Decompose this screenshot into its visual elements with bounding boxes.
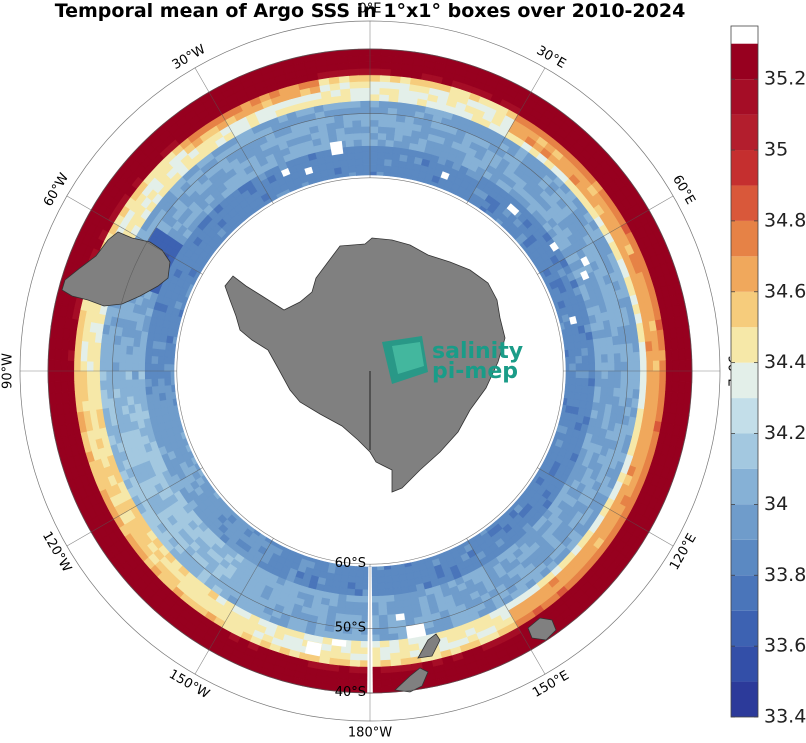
- colorbar-tick-label: 34.8: [764, 209, 806, 231]
- colorbar-tick-label: 34.2: [764, 422, 806, 444]
- colorbar-tick-label: 34.6: [764, 280, 806, 302]
- colorbar-tick-label: 33.4: [764, 706, 806, 728]
- colorbar-bin: [731, 575, 758, 611]
- colorbar-bin: [731, 468, 758, 505]
- colorbar-bin: [731, 433, 758, 469]
- colorbar-bin: [731, 114, 758, 151]
- colorbar-tick-label: 34: [764, 493, 788, 515]
- colorbar-bin: [731, 256, 758, 292]
- colorbar-tick-label: 35.2: [764, 68, 806, 90]
- colorbar-tick-label: 35: [764, 139, 788, 161]
- colorbar-tick-label: 33.8: [764, 564, 806, 586]
- colorbar-bin: [731, 610, 758, 647]
- colorbar-bin: [731, 646, 758, 682]
- colorbar-bin: [731, 185, 758, 221]
- colorbar-tick-label: 33.6: [764, 635, 806, 657]
- colorbar-bin: [731, 150, 758, 186]
- colorbar-bins: [730, 25, 759, 718]
- colorbar-bin: [731, 43, 758, 80]
- colorbar-bin: [731, 220, 758, 257]
- colorbar-bin: [731, 327, 758, 363]
- colorbar-bin: [731, 398, 758, 434]
- colorbar-bin: [731, 504, 758, 540]
- colorbar-bin: [731, 291, 758, 328]
- colorbar-bin: [731, 681, 758, 717]
- colorbar-bin: [731, 539, 758, 576]
- colorbar-bin: [731, 79, 758, 115]
- colorbar-bin: [731, 362, 758, 399]
- chart-title: Temporal mean of Argo SSS in 1°x1° boxes…: [54, 0, 686, 22]
- colorbar-tick-label: 34.4: [764, 351, 806, 373]
